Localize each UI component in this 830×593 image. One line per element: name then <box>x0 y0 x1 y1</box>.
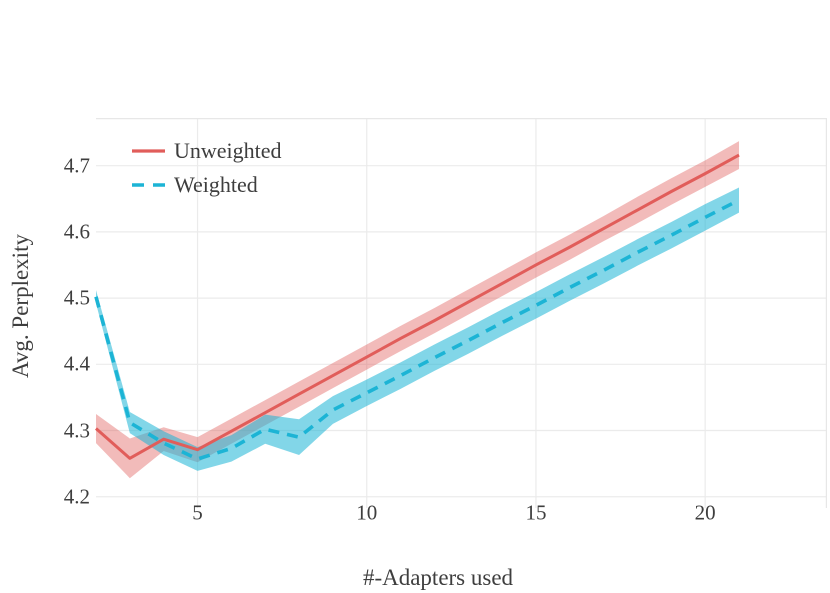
y-tick-label: 4.4 <box>63 351 90 376</box>
y-tick-label: 4.6 <box>63 219 90 244</box>
x-tick-label: 5 <box>192 500 203 525</box>
x-tick-label: 15 <box>525 500 547 525</box>
x-tick-label: 20 <box>694 500 716 525</box>
y-tick-label: 4.3 <box>63 418 90 443</box>
y-tick-label: 4.2 <box>63 484 90 509</box>
x-tick-label: 10 <box>356 500 378 525</box>
plot-area <box>94 118 828 508</box>
y-tick-label: 4.5 <box>63 285 90 310</box>
y-tick-label: 4.7 <box>63 153 90 178</box>
weighted-line-swatch <box>132 183 165 187</box>
legend-item-weighted: Weighted <box>132 168 282 202</box>
weighted-line <box>94 198 740 461</box>
legend: Unweighted Weighted <box>132 134 282 202</box>
legend-label-weighted: Weighted <box>174 172 258 197</box>
plot-canvas <box>94 118 828 508</box>
unweighted-line <box>95 153 740 460</box>
legend-item-unweighted: Unweighted <box>132 134 282 168</box>
x-axis-title: #-Adapters used <box>362 565 514 590</box>
y-axis-title: Avg. Perplexity <box>8 234 33 378</box>
legend-label-unweighted: Unweighted <box>174 138 282 163</box>
unweighted-line-swatch <box>132 149 165 153</box>
